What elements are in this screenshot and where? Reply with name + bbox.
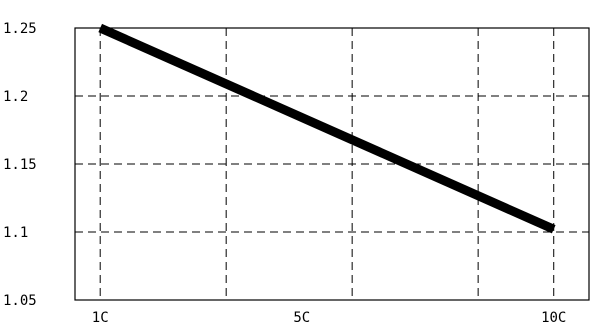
- y-tick-labels: 1.05 1.1 1.15 1.2 1.25: [3, 21, 37, 309]
- y-tick-label-3: 1.2: [3, 89, 28, 105]
- y-tick-label-2: 1.15: [3, 157, 37, 173]
- y-tick-label-1: 1.1: [3, 225, 28, 241]
- x-tick-labels: 1C 5C 10C: [92, 310, 567, 326]
- y-tick-label-4: 1.25: [3, 21, 37, 37]
- series-group: [98, 23, 556, 234]
- x-tick-label-1: 5C: [293, 310, 310, 326]
- grid: [75, 28, 589, 300]
- y-tick-label-0: 1.05: [3, 293, 37, 309]
- series-line-0: [98, 23, 556, 234]
- x-tick-label-0: 1C: [92, 310, 109, 326]
- x-tick-label-2: 10C: [541, 310, 566, 326]
